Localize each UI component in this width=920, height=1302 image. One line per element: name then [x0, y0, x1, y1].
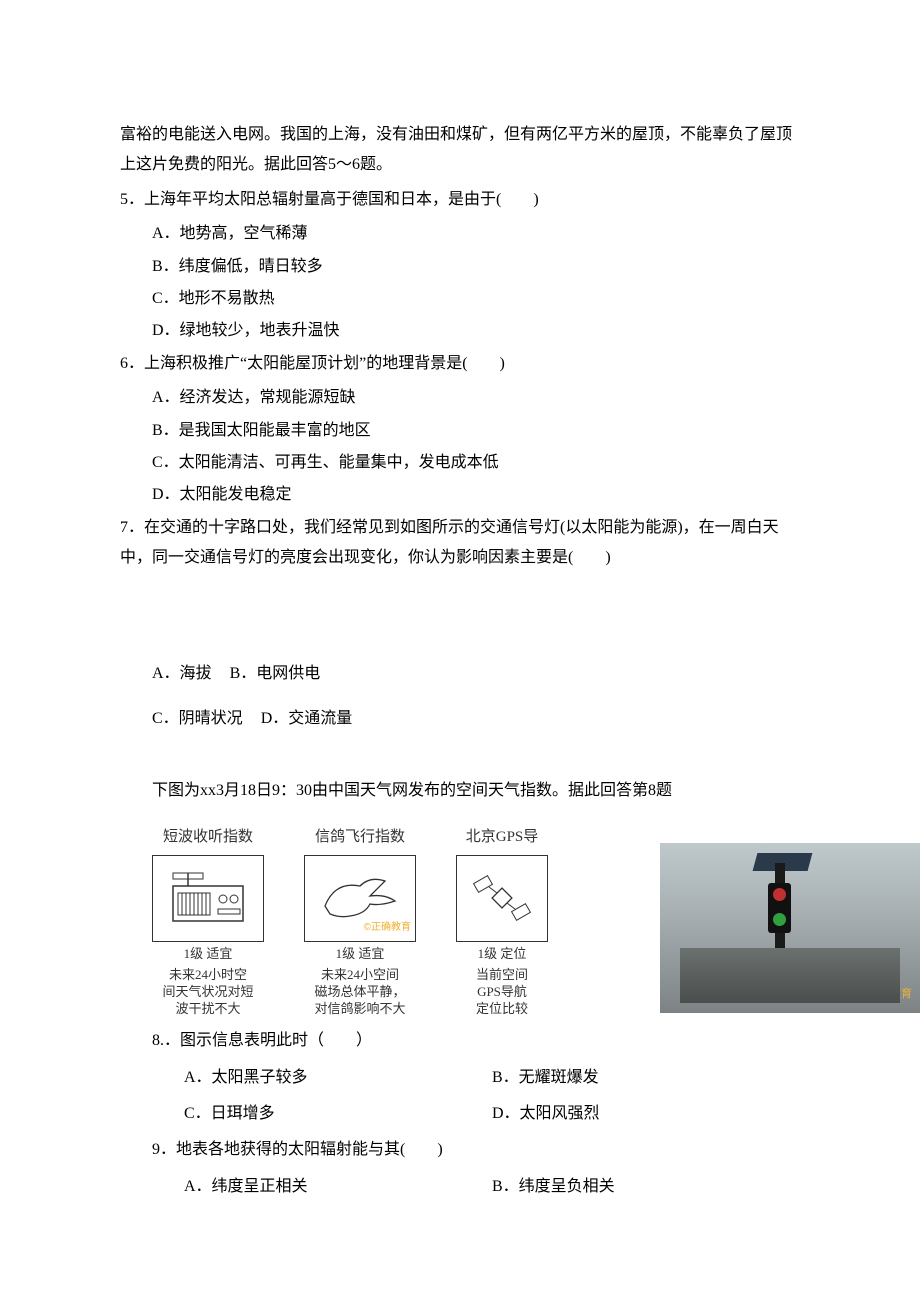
q7-opt-b[interactable]: B．电网供电	[230, 659, 321, 689]
panel-shortwave-caption: 未来24小时空 间天气状况对短 波干扰不大	[162, 967, 253, 1018]
panel-pigeon: 信鸽飞行指数 ©正确教育 1级 适宜 未来24小空间 磁场总体平静， 对信鸽影响…	[304, 823, 416, 1018]
q6-opt-c[interactable]: C．太阳能清洁、可再生、能量集中，发电成本低	[152, 448, 800, 478]
panel-gps-caption: 当前空间 GPS导航 定位比较	[476, 967, 528, 1018]
q8-opt-a[interactable]: A．太阳黑子较多	[184, 1063, 492, 1093]
q9-opt-b[interactable]: B．纬度呈负相关	[492, 1172, 800, 1202]
bird-icon: ©正确教育	[304, 855, 416, 942]
q7-opt-d[interactable]: D．交通流量	[261, 704, 353, 734]
q6-opt-a[interactable]: A．经济发达，常规能源短缺	[152, 383, 800, 413]
document-page: 富裕的电能送入电网。我国的上海，没有油田和煤矿，但有两亿平方米的屋顶，不能辜负了…	[0, 0, 920, 1246]
q5-opt-d[interactable]: D．绿地较少，地表升温快	[152, 316, 800, 346]
photo-watermark: ©正确教育	[860, 984, 912, 1005]
q8-opt-b[interactable]: B．无耀斑爆发	[492, 1063, 800, 1093]
figure-gap	[120, 577, 800, 657]
q8-opt-d[interactable]: D．太阳风强烈	[492, 1099, 800, 1129]
watermark-label: ©正确教育	[364, 918, 411, 937]
q5-opt-b[interactable]: B．纬度偏低，晴日较多	[152, 252, 800, 282]
q5-options: A．地势高，空气稀薄 B．纬度偏低，晴日较多 C．地形不易散热 D．绿地较少，地…	[152, 219, 800, 347]
q7-options-row1: A．海拔 B．电网供电	[152, 657, 800, 691]
panel-pigeon-caption: 未来24小空间 磁场总体平静， 对信鸽影响不大	[314, 967, 405, 1018]
q6-opt-b[interactable]: B．是我国太阳能最丰富的地区	[152, 416, 800, 446]
q6-stem: 6．上海积极推广“太阳能屋顶计划”的地理背景是( )	[120, 349, 800, 379]
traffic-light-photo: ©正确教育	[660, 843, 920, 1013]
q7-opt-c[interactable]: C．阴晴状况	[152, 704, 243, 734]
q7-stem: 7．在交通的十字路口处，我们经常见到如图所示的交通信号灯(以太阳能为能源)，在一…	[120, 513, 800, 574]
q5-opt-c[interactable]: C．地形不易散热	[152, 284, 800, 314]
panel-pigeon-level: 1级 适宜	[336, 946, 385, 963]
q7-options-row2: C．阴晴状况 D．交通流量	[152, 702, 800, 736]
q7-opt-a[interactable]: A．海拔	[152, 659, 212, 689]
q9-opt-a[interactable]: A．纬度呈正相关	[184, 1172, 492, 1202]
panel-shortwave-level: 1级 适宜	[184, 946, 233, 963]
panel-gps: 北京GPS导 1级 定位 当前空间 GPS导航 定位比较	[456, 823, 548, 1018]
satellite-icon	[456, 855, 548, 942]
q8-options: A．太阳黑子较多 B．无耀斑爆发 C．日珥增多 D．太阳风强烈	[184, 1060, 800, 1133]
panel-shortwave: 短波收听指数 1级 适宜 未来24小时空 间天气状况对短 波干扰不大	[152, 823, 264, 1018]
leadin-q8: 下图为xx3月18日9：30由中国天气网发布的空间天气指数。据此回答第8题	[152, 776, 800, 806]
q9-stem: 9．地表各地获得的太阳辐射能与其( )	[152, 1135, 800, 1165]
panel-pigeon-title: 信鸽飞行指数	[315, 823, 405, 852]
q6-opt-d[interactable]: D．太阳能发电稳定	[152, 480, 800, 510]
panel-shortwave-title: 短波收听指数	[163, 823, 253, 852]
q8-opt-c[interactable]: C．日珥增多	[184, 1099, 492, 1129]
space-weather-panels: 短波收听指数 1级 适宜 未来24小时空 间天气状况对短 波干扰不大	[152, 823, 800, 1018]
q8-stem: 8.．图示信息表明此时（ ）	[152, 1026, 800, 1056]
q5-stem: 5．上海年平均太阳总辐射量高于德国和日本，是由于( )	[120, 185, 800, 215]
q9-options: A．纬度呈正相关 B．纬度呈负相关	[184, 1169, 800, 1205]
leadin-q5-q6: 富裕的电能送入电网。我国的上海，没有油田和煤矿，但有两亿平方米的屋顶，不能辜负了…	[120, 120, 800, 181]
radio-icon	[152, 855, 264, 942]
panel-gps-title: 北京GPS导	[466, 823, 539, 852]
q6-options: A．经济发达，常规能源短缺 B．是我国太阳能最丰富的地区 C．太阳能清洁、可再生…	[152, 383, 800, 511]
panel-gps-level: 1级 定位	[478, 946, 527, 963]
q5-opt-a[interactable]: A．地势高，空气稀薄	[152, 219, 800, 249]
